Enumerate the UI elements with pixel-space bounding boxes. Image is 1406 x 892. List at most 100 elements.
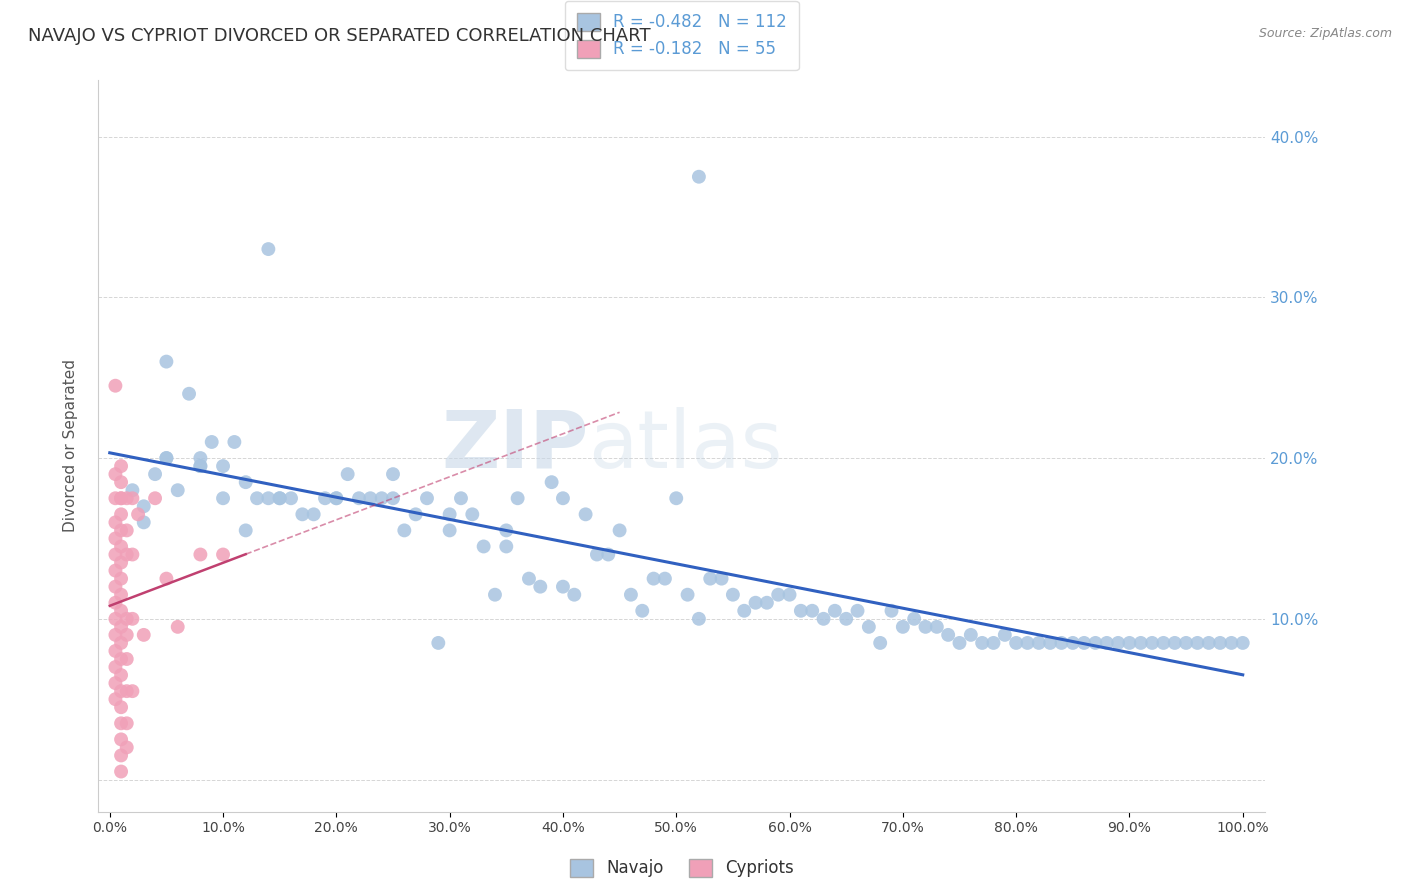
Point [104,644,127,658]
Point [115,524,138,538]
Point [115,716,138,731]
Point [994,628,1017,642]
Point [1039,636,1062,650]
Point [903,612,925,626]
Point [110,700,132,714]
Point [450,491,472,506]
Point [190,548,212,562]
Point [110,764,132,779]
Point [936,628,959,642]
Point [110,732,132,747]
Point [835,612,858,626]
Point [314,491,336,506]
Point [269,491,291,506]
Point [224,434,246,449]
Point [143,491,166,506]
Point [972,636,994,650]
Point [110,508,132,522]
Point [575,508,598,522]
Point [880,604,903,618]
Point [983,636,1005,650]
Point [104,580,127,594]
Point [688,612,710,626]
Point [110,524,132,538]
Point [869,636,891,650]
Point [336,467,359,482]
Point [620,588,643,602]
Point [1187,636,1209,650]
Point [155,451,177,466]
Point [710,572,733,586]
Legend: Navajo, Cypriots: Navajo, Cypriots [562,852,801,884]
Point [132,516,155,530]
Text: NAVAJO VS CYPRIOT DIVORCED OR SEPARATED CORRELATION CHART: NAVAJO VS CYPRIOT DIVORCED OR SEPARATED … [28,27,651,45]
Point [631,604,654,618]
Point [1028,636,1050,650]
Point [121,483,143,498]
Point [721,588,744,602]
Point [439,524,461,538]
Point [1209,636,1232,650]
Point [506,491,529,506]
Text: ZIP: ZIP [441,407,589,485]
Point [801,604,824,618]
Point [190,459,212,474]
Y-axis label: Divorced or Separated: Divorced or Separated [63,359,77,533]
Point [110,748,132,763]
Point [676,588,699,602]
Point [166,483,188,498]
Point [177,386,200,401]
Point [925,620,948,634]
Point [280,491,302,506]
Text: Source: ZipAtlas.com: Source: ZipAtlas.com [1258,27,1392,40]
Point [1062,636,1084,650]
Point [132,500,155,514]
Point [110,491,132,506]
Point [104,491,127,506]
Point [1017,636,1039,650]
Point [132,628,155,642]
Point [121,684,143,698]
Point [110,459,132,474]
Point [1152,636,1174,650]
Point [699,572,721,586]
Point [257,242,280,256]
Point [155,354,177,368]
Point [517,572,540,586]
Point [461,508,484,522]
Point [212,548,235,562]
Point [104,692,127,706]
Point [104,676,127,690]
Point [212,459,235,474]
Point [110,684,132,698]
Point [269,491,291,506]
Point [110,604,132,618]
Point [115,548,138,562]
Point [733,604,755,618]
Point [110,475,132,490]
Point [813,612,835,626]
Point [104,564,127,578]
Point [1073,636,1095,650]
Point [394,524,416,538]
Point [104,548,127,562]
Point [370,491,392,506]
Point [824,604,846,618]
Point [1084,636,1107,650]
Point [755,596,778,610]
Point [1220,636,1243,650]
Point [427,636,450,650]
Point [104,628,127,642]
Point [382,467,405,482]
Point [665,491,688,506]
Point [529,580,551,594]
Point [439,508,461,522]
Point [121,548,143,562]
Point [104,612,127,626]
Point [1140,636,1163,650]
Point [246,491,269,506]
Point [948,636,970,650]
Point [115,652,138,666]
Point [110,556,132,570]
Point [472,540,495,554]
